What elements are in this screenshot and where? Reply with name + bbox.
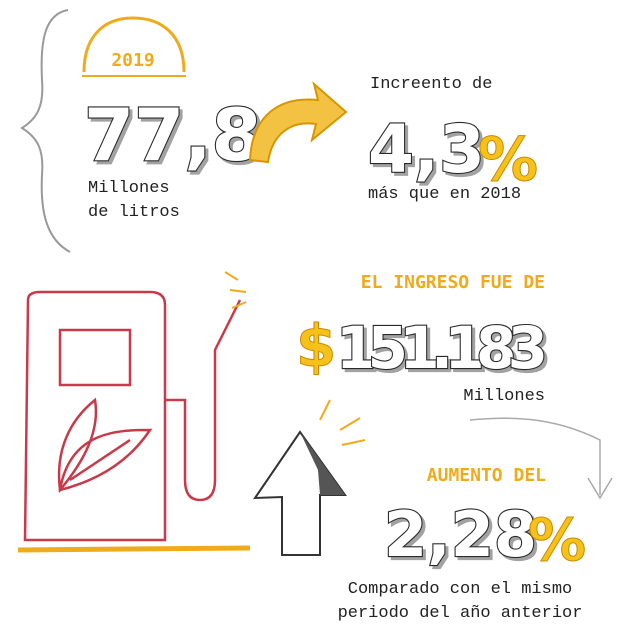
income-currency: $ [296, 312, 336, 380]
growth-value: 4,3 [368, 111, 485, 188]
income-heading: EL INGRESO FUE DE [361, 272, 545, 293]
ground-line [18, 548, 250, 550]
year: 2019 [111, 50, 154, 71]
curved-arrow [250, 84, 346, 162]
brace [22, 10, 70, 252]
increase-value: 2,28 [384, 498, 537, 571]
volume-unit: de litros [88, 203, 180, 222]
volume-unit: Millones [88, 179, 170, 198]
down-arrow [470, 418, 612, 498]
increase-note: periodo del año anterior [338, 604, 583, 623]
volume-value: 77,8 [84, 93, 262, 177]
fuel-pump [25, 292, 240, 540]
increase-note: Comparado con el mismo [348, 580, 572, 599]
increase-symbol: % [528, 506, 586, 574]
up-arrow [255, 400, 365, 555]
increase-heading: AUMENTO DEL [427, 465, 546, 486]
infographic: 2019 77,8 Millones de litros Increento d… [0, 0, 619, 624]
spark [225, 272, 246, 308]
income-value: 151.183 [336, 314, 548, 382]
growth-intro: Increento de [370, 75, 492, 94]
growth-note: más que en 2018 [368, 185, 521, 204]
income-unit: Millones [463, 387, 545, 406]
